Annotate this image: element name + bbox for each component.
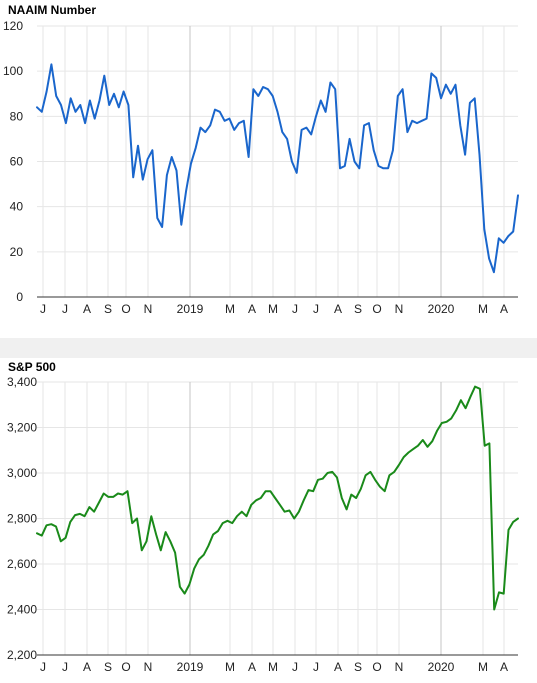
- y-tick-label: 0: [16, 290, 23, 304]
- x-tick-label: 2019: [177, 302, 204, 316]
- x-tick-label: M: [478, 660, 488, 674]
- x-tick-label: J: [62, 302, 68, 316]
- x-tick-label: A: [83, 302, 91, 316]
- chart-separator-band: [0, 338, 537, 358]
- x-tick-label: M: [478, 302, 488, 316]
- x-tick-label: J: [62, 660, 68, 674]
- x-tick-label: J: [292, 660, 298, 674]
- x-tick-label: J: [292, 302, 298, 316]
- y-tick-label: 3,400: [7, 375, 37, 389]
- x-tick-label: J: [313, 660, 319, 674]
- x-tick-label: N: [395, 302, 404, 316]
- x-tick-label: O: [372, 660, 381, 674]
- x-tick-label: M: [225, 302, 235, 316]
- y-tick-label: 60: [10, 155, 24, 169]
- x-tick-label: J: [40, 660, 46, 674]
- x-tick-label: A: [248, 660, 256, 674]
- y-tick-label: 3,200: [7, 421, 37, 435]
- y-tick-label: 20: [10, 245, 24, 259]
- chart-title: NAAIM Number: [8, 3, 96, 17]
- series-line: [36, 63, 519, 274]
- x-tick-label: 2019: [177, 660, 204, 674]
- x-tick-label: A: [248, 302, 256, 316]
- x-tick-label: A: [500, 302, 508, 316]
- x-tick-label: A: [83, 660, 91, 674]
- y-tick-label: 2,800: [7, 512, 37, 526]
- x-tick-label: 2020: [428, 660, 455, 674]
- x-tick-label: S: [104, 660, 112, 674]
- x-tick-label: O: [121, 302, 130, 316]
- y-tick-label: 2,200: [7, 648, 37, 662]
- x-tick-label: O: [372, 302, 381, 316]
- y-tick-label: 120: [3, 19, 23, 33]
- x-tick-label: N: [144, 660, 153, 674]
- y-tick-label: 3,000: [7, 466, 37, 480]
- x-tick-label: A: [500, 660, 508, 674]
- x-tick-label: J: [313, 302, 319, 316]
- chart-title: S&P 500: [8, 360, 56, 374]
- x-tick-label: S: [104, 302, 112, 316]
- x-tick-label: 2020: [428, 302, 455, 316]
- x-tick-label: S: [354, 302, 362, 316]
- x-tick-label: M: [268, 302, 278, 316]
- series-line: [36, 385, 519, 611]
- y-tick-label: 2,400: [7, 603, 37, 617]
- y-tick-label: 2,600: [7, 557, 37, 571]
- x-tick-label: M: [268, 660, 278, 674]
- x-tick-label: N: [395, 660, 404, 674]
- y-tick-label: 100: [3, 64, 23, 78]
- x-tick-label: J: [40, 302, 46, 316]
- y-tick-label: 80: [10, 109, 24, 123]
- x-tick-label: O: [121, 660, 130, 674]
- x-tick-label: A: [334, 660, 342, 674]
- x-tick-label: A: [334, 302, 342, 316]
- x-tick-label: S: [354, 660, 362, 674]
- x-tick-label: N: [144, 302, 153, 316]
- x-tick-label: M: [225, 660, 235, 674]
- y-tick-label: 40: [10, 200, 24, 214]
